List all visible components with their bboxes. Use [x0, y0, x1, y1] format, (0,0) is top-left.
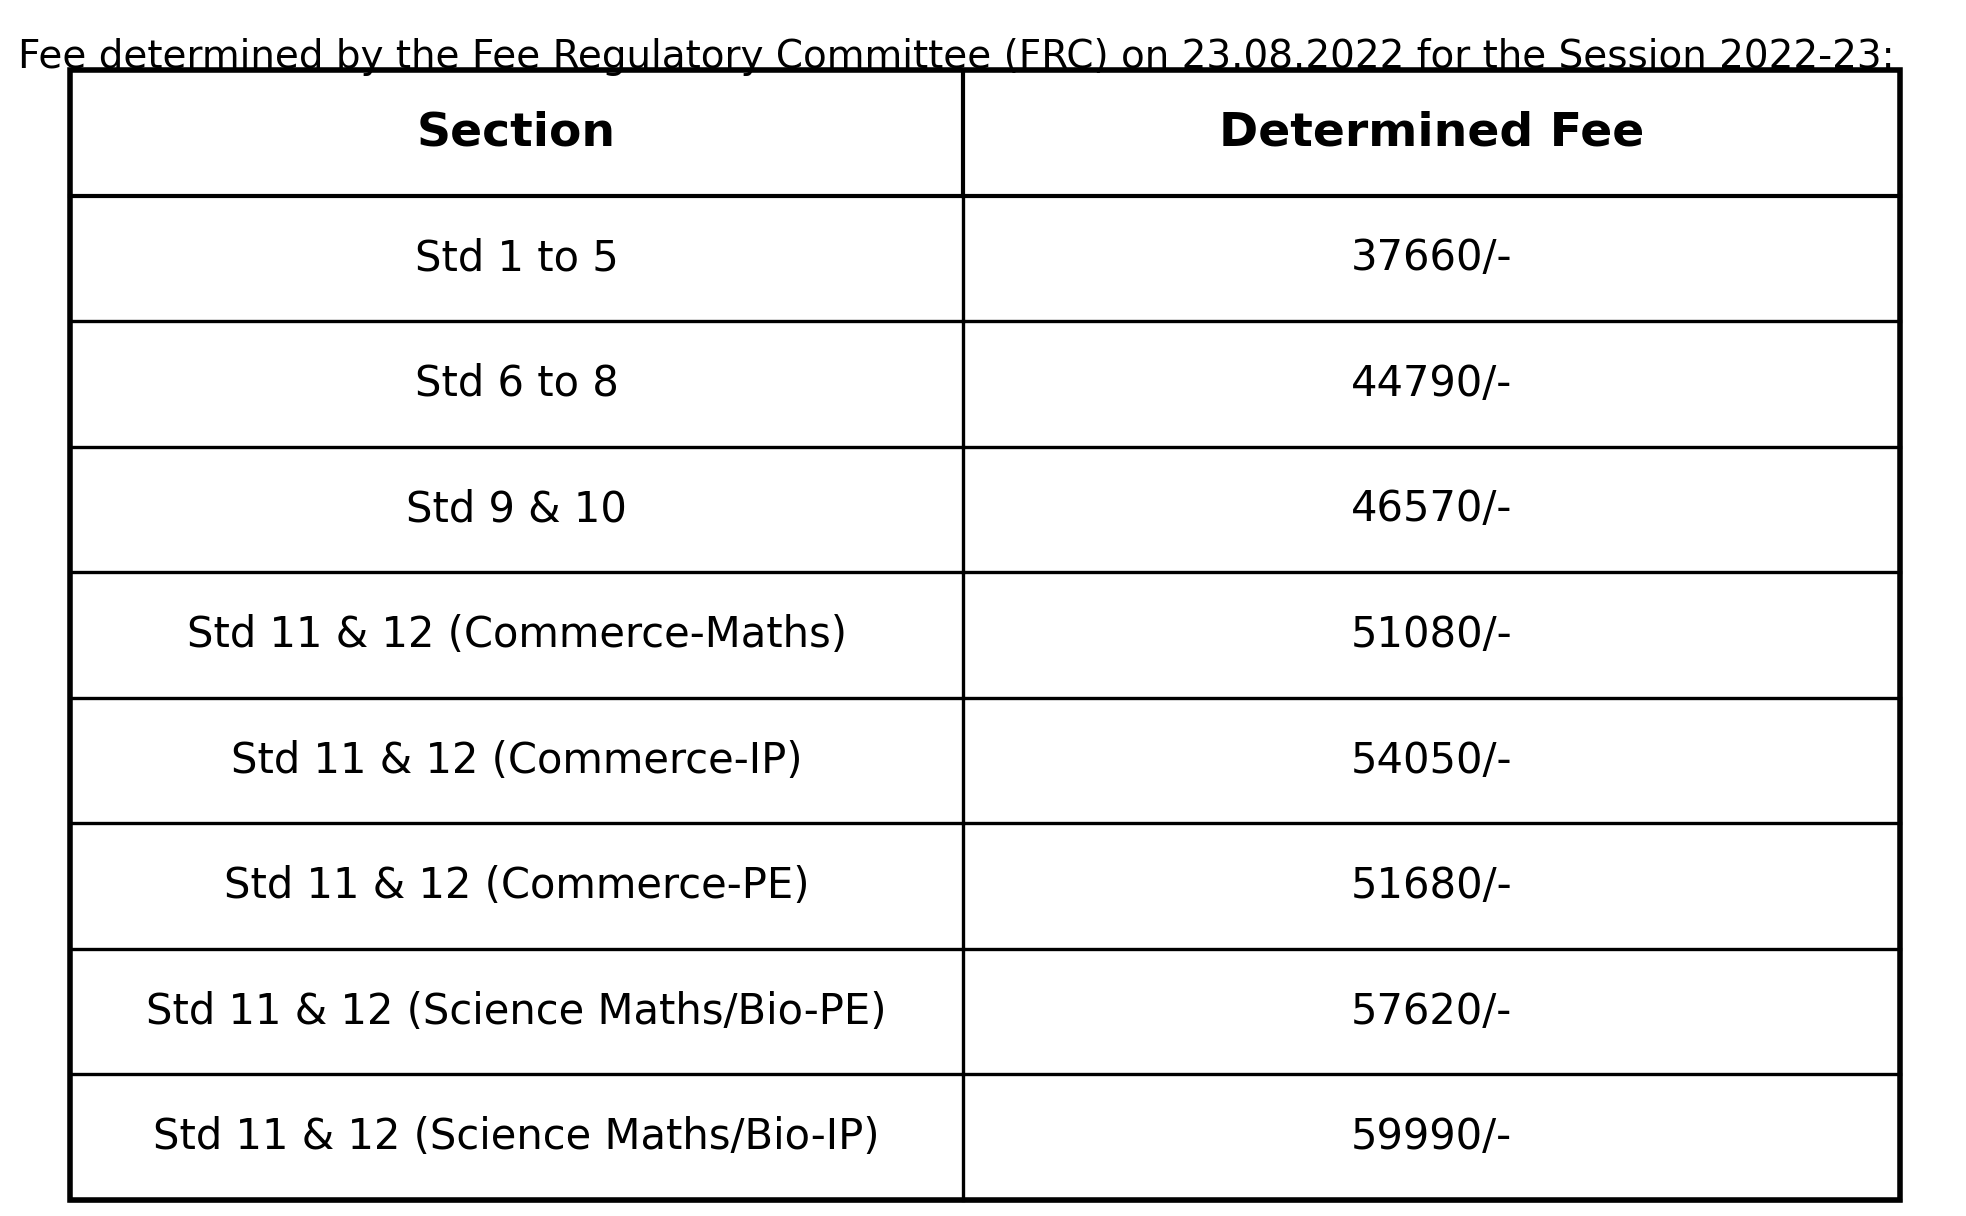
Text: Determined Fee: Determined Fee [1219, 111, 1644, 156]
Text: 37660/-: 37660/- [1351, 237, 1512, 280]
Text: Std 6 to 8: Std 6 to 8 [415, 362, 619, 405]
Text: 51680/-: 51680/- [1351, 865, 1512, 907]
Text: 44790/-: 44790/- [1351, 362, 1512, 405]
Text: 51080/-: 51080/- [1351, 614, 1512, 655]
Text: 54050/-: 54050/- [1351, 739, 1512, 782]
Text: Std 1 to 5: Std 1 to 5 [415, 237, 619, 280]
Text: Fee determined by the Fee Regulatory Committee (FRC) on 23.08.2022 for the Sessi: Fee determined by the Fee Regulatory Com… [18, 38, 1895, 75]
Text: Std 11 & 12 (Commerce-Maths): Std 11 & 12 (Commerce-Maths) [187, 614, 847, 655]
Text: Std 9 & 10: Std 9 & 10 [407, 489, 627, 530]
Text: 46570/-: 46570/- [1351, 489, 1512, 530]
Text: 57620/-: 57620/- [1351, 991, 1512, 1032]
Text: 59990/-: 59990/- [1351, 1116, 1512, 1158]
Text: Std 11 & 12 (Science Maths/Bio-IP): Std 11 & 12 (Science Maths/Bio-IP) [153, 1116, 879, 1158]
Text: Std 11 & 12 (Commerce-PE): Std 11 & 12 (Commerce-PE) [224, 865, 810, 907]
Text: Std 11 & 12 (Commerce-IP): Std 11 & 12 (Commerce-IP) [230, 739, 802, 782]
Text: Section: Section [417, 111, 615, 156]
Text: Std 11 & 12 (Science Maths/Bio-PE): Std 11 & 12 (Science Maths/Bio-PE) [145, 991, 887, 1032]
